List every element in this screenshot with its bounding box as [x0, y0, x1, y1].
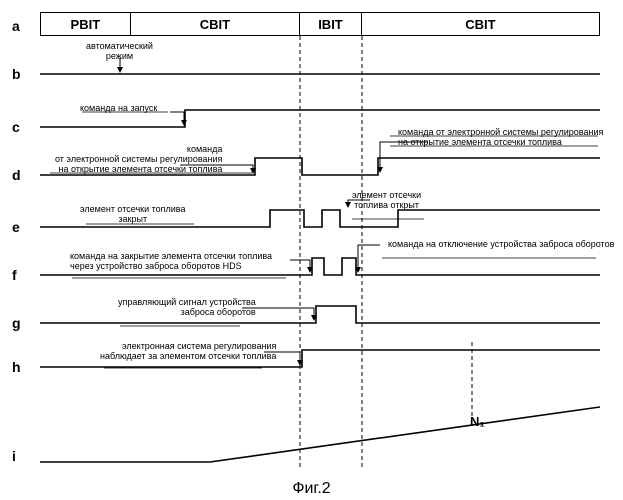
- phase-header: PBIT CBIT IBIT CBIT: [40, 12, 600, 36]
- figure-caption: Фиг.2: [0, 480, 623, 498]
- annot-cmd-open: команда от электронной системы регулиров…: [55, 145, 222, 175]
- row-label-e: e: [12, 219, 20, 235]
- row-label-c: c: [12, 119, 20, 135]
- annot-open: элемент отсечки топлива открыт: [352, 191, 421, 211]
- annot-n1: N₁: [470, 415, 485, 429]
- row-label-h: h: [12, 359, 21, 375]
- annot-cmd-start: команда на запуск: [80, 104, 157, 114]
- row-label-i: i: [12, 448, 16, 464]
- row-label-g: g: [12, 315, 21, 331]
- annot-off-hds: команда на отключение устройства заброса…: [388, 240, 614, 250]
- annot-observe: электронная система регулирования наблюд…: [100, 342, 276, 362]
- annot-closed: элемент отсечки топлива закрыт: [80, 205, 186, 225]
- phase-cbit-2: CBIT: [362, 13, 599, 35]
- annot-cmd-open-right: команда от электронной системы регулиров…: [398, 128, 603, 148]
- row-label-f: f: [12, 267, 17, 283]
- annot-hds-signal: управляющий сигнал устройства заброса об…: [118, 298, 256, 318]
- row-label-d: d: [12, 167, 21, 183]
- row-label-a: a: [12, 18, 20, 34]
- annot-auto-mode: автоматический режим: [86, 42, 153, 62]
- phase-pbit: PBIT: [41, 13, 131, 35]
- phase-ibit: IBIT: [300, 13, 362, 35]
- row-label-b: b: [12, 66, 21, 82]
- annot-close-hds: команда на закрытие элемента отсечки топ…: [70, 252, 272, 272]
- phase-cbit-1: CBIT: [131, 13, 300, 35]
